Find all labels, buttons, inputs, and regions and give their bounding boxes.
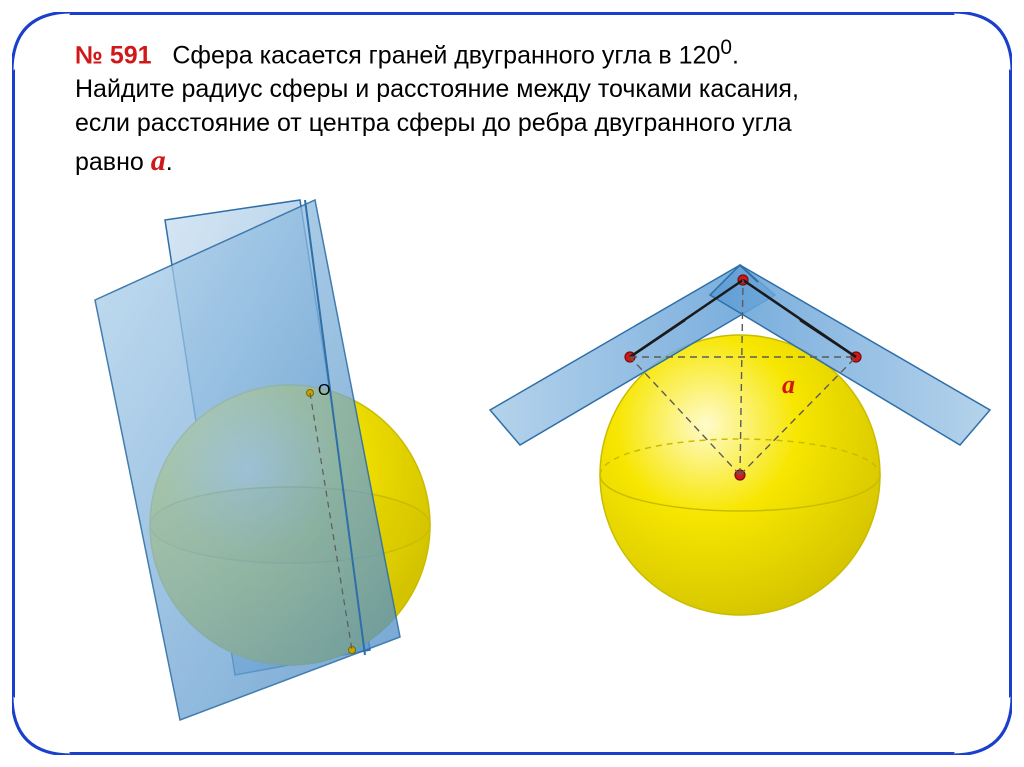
text-part-1: Сфера касается граней двугранного угла в… <box>172 41 720 69</box>
text-part-3: если расстояние от центра сферы до ребра… <box>75 109 792 137</box>
problem-text: № 591 Сфера касается граней двугранного … <box>75 34 984 181</box>
corner-tl <box>12 12 72 72</box>
text-part-2: Найдите радиус сферы и расстояние между … <box>75 75 799 103</box>
text-part-1b: . <box>732 41 739 69</box>
diagrams-container: О <box>0 195 1024 767</box>
text-sup: 0 <box>720 36 732 59</box>
text-part-4b: . <box>166 148 173 176</box>
variable-a: а <box>151 144 166 177</box>
problem-number: № 591 <box>75 41 152 69</box>
svg-text:О: О <box>318 382 330 399</box>
label-a: а <box>782 370 795 400</box>
diagram-right: а <box>480 220 1000 660</box>
diagram-left: О <box>60 195 480 735</box>
text-part-4a: равно <box>75 148 151 176</box>
